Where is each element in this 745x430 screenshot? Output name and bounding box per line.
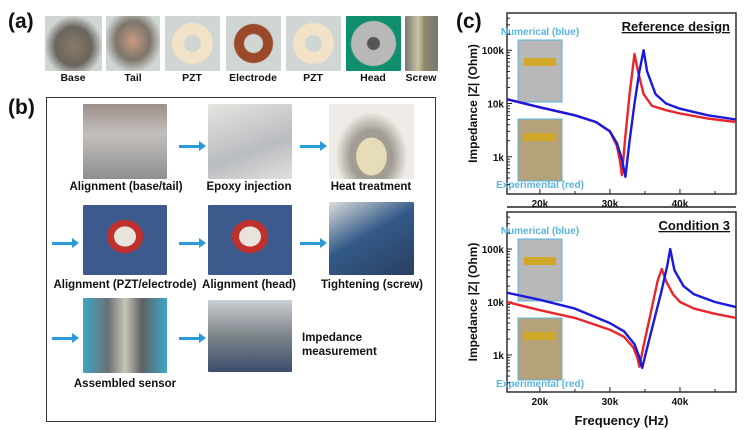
experimental-inset-photo xyxy=(517,317,563,381)
y-axis-label: Impedance |Z| (Ohm) xyxy=(466,243,480,362)
x-tick-label: 20k xyxy=(532,397,549,408)
y-tick-label: 100k xyxy=(482,245,505,256)
y-tick-label: 100k xyxy=(482,46,505,57)
y-tick-label: 1k xyxy=(493,351,505,362)
pzt-layer xyxy=(524,133,556,141)
step-label: Impedance measurement xyxy=(302,332,377,358)
part-label: PZT xyxy=(303,72,323,84)
pzt-layer xyxy=(524,332,556,340)
x-tick-label: 30k xyxy=(602,397,619,408)
impedance-measurement-photo xyxy=(208,300,292,372)
screw-photo xyxy=(405,16,438,71)
arrow-icon xyxy=(52,333,79,343)
alignment-pzt-photo xyxy=(83,205,167,275)
alignment-base-tail-photo xyxy=(83,104,167,179)
y-axis-label: Impedance |Z| (Ohm) xyxy=(466,44,480,163)
panel-c-label: (c) xyxy=(456,10,482,33)
electrode-photo xyxy=(226,16,281,71)
series-line-numerical xyxy=(506,49,737,179)
part-label: Tail xyxy=(124,72,142,84)
arrow-icon xyxy=(179,333,206,343)
step-label: Heat treatment xyxy=(330,181,412,193)
part-label: Electrode xyxy=(229,72,277,84)
inset-label: Experimental (red) xyxy=(496,379,584,390)
arrow-icon xyxy=(300,141,327,151)
part-label: Head xyxy=(360,72,386,84)
numerical-inset-photo xyxy=(517,39,563,103)
series-line-experimental xyxy=(506,267,737,368)
chart-title: Reference design xyxy=(622,19,730,34)
part-label: PZT xyxy=(182,72,202,84)
x-tick-label: 20k xyxy=(532,199,549,210)
pzt-photo-2 xyxy=(286,16,341,71)
arrow-icon xyxy=(179,141,206,151)
assembly-process-box xyxy=(46,97,436,422)
step-label: Alignment (base/tail) xyxy=(69,181,183,193)
pzt-layer xyxy=(524,58,556,66)
numerical-inset-photo xyxy=(517,238,563,302)
step-label: Alignment (head) xyxy=(202,279,296,291)
tail-photo xyxy=(106,16,160,71)
base-photo xyxy=(45,16,102,71)
inset-label: Numerical (blue) xyxy=(501,27,579,38)
x-tick-label: 40k xyxy=(672,199,689,210)
y-tick-label: 10k xyxy=(487,298,504,309)
step-label: Tightening (screw) xyxy=(320,279,424,291)
arrow-icon xyxy=(300,238,327,248)
chart-1: Numerical (blue) Experimental (red) 20k 30k… xyxy=(466,211,737,428)
x-tick-label: 40k xyxy=(672,397,689,408)
inset-label: Numerical (blue) xyxy=(501,226,579,237)
experimental-inset-photo xyxy=(517,118,563,182)
heat-treatment-photo xyxy=(329,104,414,179)
chart-0: Numerical (blue) Experimental (red) 20k 30k… xyxy=(466,12,737,210)
panel-b-label: (b) xyxy=(8,96,35,119)
part-label: Base xyxy=(60,72,86,84)
inset-label: Experimental (red) xyxy=(496,180,584,191)
arrow-icon xyxy=(179,238,206,248)
chart-title: Condition 3 xyxy=(659,218,731,233)
tightening-photo xyxy=(329,202,414,275)
step-label: Epoxy injection xyxy=(206,181,292,193)
y-tick-label: 1k xyxy=(493,153,505,164)
x-axis-label: Frequency (Hz) xyxy=(575,413,669,428)
series-line-numerical xyxy=(506,247,737,370)
assembled-sensor-photo xyxy=(83,298,167,373)
step-label: Alignment (PZT/electrode) xyxy=(53,279,197,291)
pzt-layer xyxy=(524,257,556,265)
y-tick-label: 10k xyxy=(487,100,504,111)
epoxy-injection-photo xyxy=(208,104,292,179)
pzt-photo-1 xyxy=(165,16,220,71)
alignment-head-photo xyxy=(208,205,292,275)
step-label: Assembled sensor xyxy=(73,378,177,390)
part-label: Screw xyxy=(405,72,437,84)
arrow-icon xyxy=(52,238,79,248)
x-tick-label: 30k xyxy=(602,199,619,210)
panel-a-label: (a) xyxy=(8,10,34,33)
head-photo xyxy=(346,16,401,71)
